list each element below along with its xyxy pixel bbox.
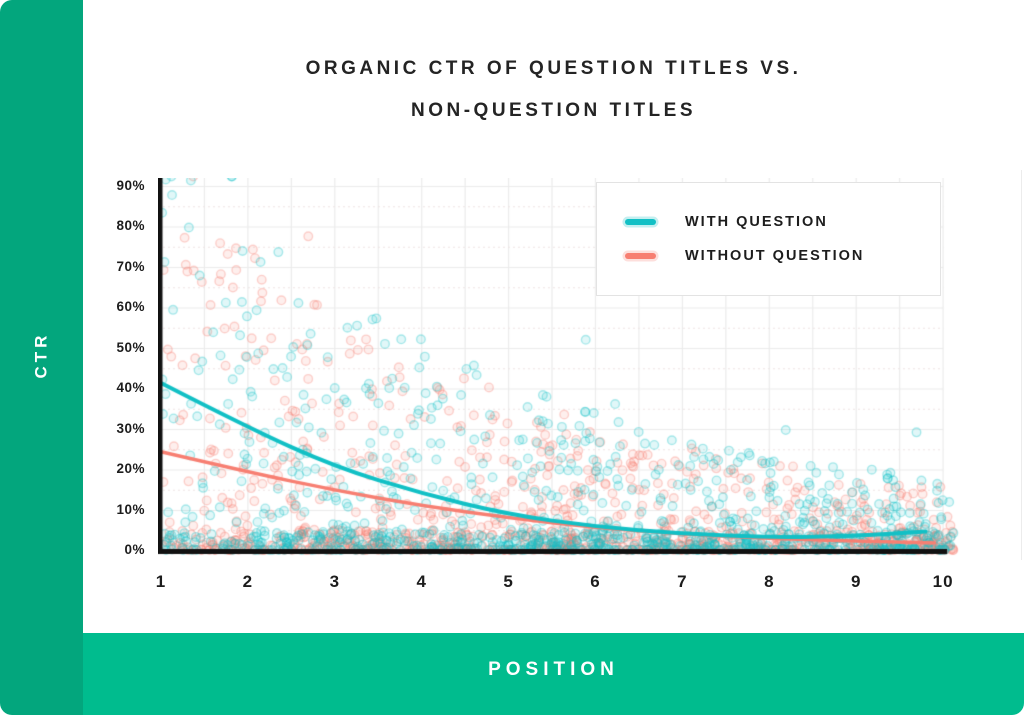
x-tick-label: 10 bbox=[932, 572, 954, 591]
legend-entry: WITH QUESTION bbox=[625, 214, 940, 230]
x-tick-label: 7 bbox=[677, 572, 688, 591]
chart-title-line1: ORGANIC CTR OF QUESTION TITLES VS. bbox=[305, 58, 802, 79]
chart-title-line2: NON-QUESTION TITLES bbox=[411, 100, 696, 121]
x-axis-title: POSITION bbox=[488, 659, 619, 680]
plot-right-border bbox=[1021, 170, 1022, 560]
ctr-axis-sidebar: CTR bbox=[0, 0, 83, 715]
y-tick-label: 10% bbox=[116, 501, 145, 517]
legend-swatch-icon bbox=[625, 219, 656, 225]
y-tick-label: 0% bbox=[124, 542, 145, 557]
y-tick-label: 50% bbox=[116, 339, 145, 355]
y-tick-label: 80% bbox=[116, 218, 145, 233]
legend-entry: WITHOUT QUESTION bbox=[625, 248, 940, 264]
chart-card: ORGANIC CTR OF QUESTION TITLES VS. NON-Q… bbox=[83, 0, 1024, 633]
y-tick-label: 90% bbox=[116, 177, 145, 193]
x-tick-label: 9 bbox=[850, 572, 862, 591]
y-tick-label: 60% bbox=[116, 299, 145, 314]
y-axis-title: CTR bbox=[31, 331, 51, 379]
y-tick-label: 40% bbox=[116, 380, 145, 395]
x-tick-label: 8 bbox=[764, 572, 775, 591]
x-tick-label: 3 bbox=[329, 572, 341, 591]
x-tick-label: 1 bbox=[155, 572, 167, 591]
position-axis-bar: POSITION bbox=[83, 633, 1024, 715]
y-tick-label: 30% bbox=[116, 420, 145, 436]
x-tick-label: 6 bbox=[590, 572, 601, 591]
legend-swatch-icon bbox=[625, 253, 656, 259]
x-tick-label: 2 bbox=[242, 572, 254, 591]
y-tick-label: 20% bbox=[116, 461, 145, 476]
x-tick-label: 4 bbox=[416, 572, 427, 591]
x-tick-label: 5 bbox=[503, 572, 514, 591]
y-tick-label: 70% bbox=[116, 258, 145, 274]
legend-label: WITHOUT QUESTION bbox=[685, 248, 865, 264]
chart-legend: WITH QUESTION WITHOUT QUESTION bbox=[596, 182, 941, 296]
legend-label: WITH QUESTION bbox=[685, 214, 828, 230]
